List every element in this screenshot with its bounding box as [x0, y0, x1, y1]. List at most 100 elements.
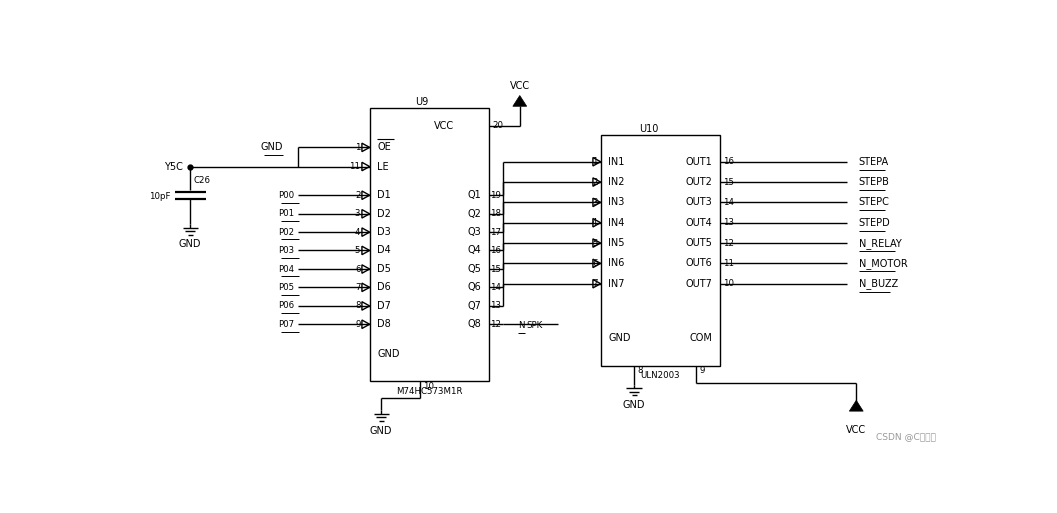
Text: GND: GND	[623, 400, 645, 410]
Text: ULN2003: ULN2003	[641, 371, 680, 380]
Text: 16: 16	[723, 157, 734, 166]
Text: Q1: Q1	[467, 190, 481, 200]
Text: SPK: SPK	[526, 321, 542, 329]
Text: STEPA: STEPA	[858, 157, 889, 167]
Text: GND: GND	[370, 426, 392, 436]
Text: GND: GND	[609, 333, 631, 343]
Text: OUT6: OUT6	[686, 259, 712, 268]
Text: 3: 3	[592, 198, 597, 207]
Text: 5: 5	[592, 239, 597, 248]
Text: D7: D7	[377, 301, 391, 311]
Text: N_RELAY: N_RELAY	[858, 238, 902, 248]
Text: Q7: Q7	[467, 301, 481, 311]
Text: Q6: Q6	[467, 282, 481, 292]
Text: GND: GND	[377, 349, 400, 359]
Text: 9: 9	[355, 320, 360, 329]
Text: 13: 13	[723, 218, 734, 227]
Text: 11: 11	[723, 259, 734, 268]
Text: Q2: Q2	[467, 209, 481, 219]
Text: P03: P03	[278, 246, 294, 255]
Text: 15: 15	[723, 177, 734, 187]
Text: Q4: Q4	[467, 245, 481, 255]
Text: VCC: VCC	[433, 121, 453, 130]
Text: D3: D3	[377, 227, 391, 237]
Text: OUT3: OUT3	[686, 198, 712, 207]
Text: 8: 8	[355, 302, 360, 310]
Text: 20: 20	[493, 121, 503, 130]
Text: 8: 8	[637, 366, 643, 376]
Text: 5: 5	[355, 246, 360, 255]
Text: COM: COM	[689, 333, 712, 343]
Text: OUT1: OUT1	[686, 157, 712, 167]
Text: 15: 15	[490, 265, 501, 273]
Text: STEPB: STEPB	[858, 177, 889, 187]
Text: 17: 17	[490, 228, 501, 236]
Text: IN1: IN1	[609, 157, 625, 167]
Text: M74HC573M1R: M74HC573M1R	[396, 387, 463, 396]
Text: CSDN @C君莫笑: CSDN @C君莫笑	[875, 432, 935, 441]
Text: P02: P02	[278, 228, 294, 236]
Text: OUT2: OUT2	[685, 177, 712, 187]
Text: 14: 14	[490, 283, 501, 292]
Polygon shape	[850, 400, 864, 411]
Text: U9: U9	[415, 97, 428, 107]
Text: P04: P04	[278, 265, 294, 273]
Text: GND: GND	[261, 143, 283, 152]
Text: 4: 4	[592, 218, 597, 227]
Text: N: N	[518, 321, 524, 329]
Text: 14: 14	[723, 198, 734, 207]
Bar	[370, 108, 489, 381]
Text: D1: D1	[377, 190, 391, 200]
Text: Q8: Q8	[467, 319, 481, 329]
Text: 1: 1	[592, 157, 597, 166]
Text: IN7: IN7	[609, 279, 625, 289]
Text: OUT4: OUT4	[686, 218, 712, 228]
Text: 18: 18	[490, 209, 501, 219]
Text: 12: 12	[723, 239, 734, 248]
Bar	[600, 135, 720, 366]
Text: 3: 3	[355, 209, 360, 219]
Text: Q3: Q3	[467, 227, 481, 237]
Text: 9: 9	[699, 366, 705, 376]
Text: Q5: Q5	[467, 264, 481, 274]
Text: 2: 2	[592, 177, 597, 187]
Text: 11: 11	[350, 162, 360, 171]
Text: 4: 4	[355, 228, 360, 236]
Text: OE: OE	[377, 143, 391, 152]
Text: D4: D4	[377, 245, 391, 255]
Text: 6: 6	[592, 259, 597, 268]
Text: IN2: IN2	[609, 177, 625, 187]
Text: N_BUZZ: N_BUZZ	[858, 278, 897, 289]
Text: N_MOTOR: N_MOTOR	[858, 258, 907, 269]
Text: D6: D6	[377, 282, 391, 292]
Text: VCC: VCC	[509, 81, 530, 91]
Text: IN4: IN4	[609, 218, 625, 228]
Text: GND: GND	[179, 239, 202, 249]
Text: 10pF: 10pF	[149, 192, 171, 202]
Text: D5: D5	[377, 264, 391, 274]
Text: 2: 2	[355, 191, 360, 200]
Text: U10: U10	[638, 124, 659, 134]
Text: OUT5: OUT5	[685, 238, 712, 248]
Text: Y5C: Y5C	[164, 162, 183, 171]
Text: 19: 19	[490, 191, 501, 200]
Text: D8: D8	[377, 319, 391, 329]
Text: P07: P07	[278, 320, 294, 329]
Text: VCC: VCC	[847, 425, 867, 435]
Text: OUT7: OUT7	[685, 279, 712, 289]
Polygon shape	[513, 95, 526, 106]
Text: P06: P06	[278, 302, 294, 310]
Text: 1: 1	[355, 143, 360, 152]
Text: IN5: IN5	[609, 238, 625, 248]
Text: LE: LE	[377, 162, 389, 171]
Text: P01: P01	[278, 209, 294, 219]
Text: IN6: IN6	[609, 259, 625, 268]
Text: P00: P00	[278, 191, 294, 200]
Text: 10: 10	[723, 279, 734, 288]
Text: STEPC: STEPC	[858, 198, 889, 207]
Text: STEPD: STEPD	[858, 218, 890, 228]
Text: 7: 7	[355, 283, 360, 292]
Text: IN3: IN3	[609, 198, 625, 207]
Text: P05: P05	[278, 283, 294, 292]
Text: D2: D2	[377, 209, 391, 219]
